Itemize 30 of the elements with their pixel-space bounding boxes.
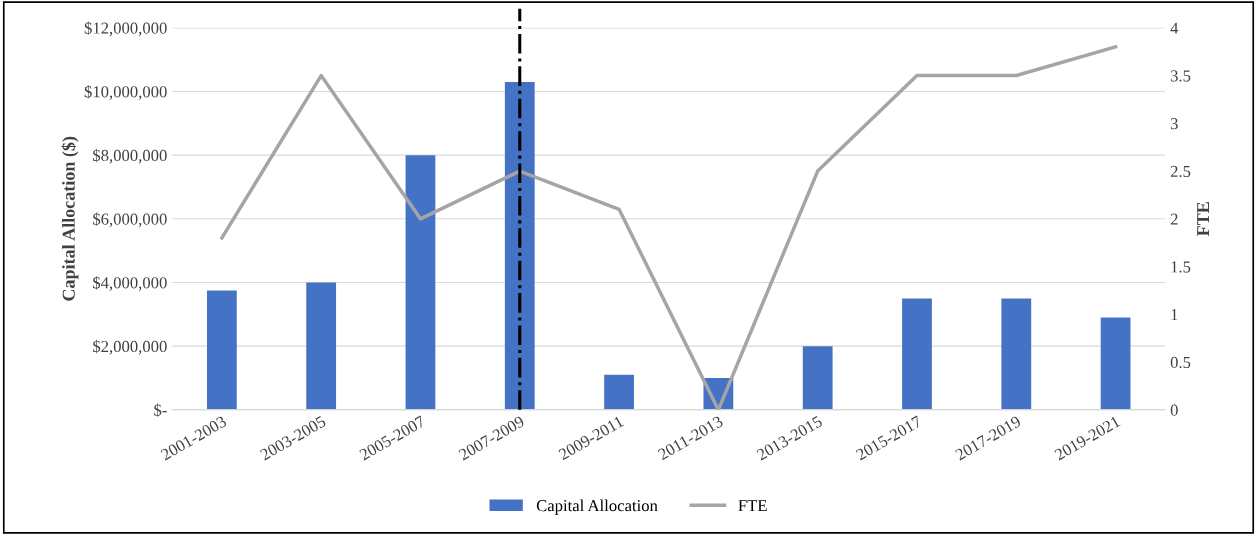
- legend-label: Capital Allocation: [536, 499, 658, 515]
- y2-tick-label: 0: [1170, 404, 1178, 416]
- y2-axis-title: FTE: [1197, 202, 1210, 237]
- bar: [405, 155, 436, 410]
- bar: [206, 290, 237, 410]
- bar: [504, 81, 535, 410]
- y-tick-label: $4,000,000: [93, 276, 167, 291]
- y2-tick-label: 0.5: [1170, 356, 1191, 369]
- y-axis-title: Capital Allocation ($): [61, 136, 79, 301]
- y-tick-label: $2,000,000: [93, 339, 167, 355]
- line-series: [220, 45, 1118, 410]
- bar: [604, 374, 634, 410]
- y-tick-label: $8,000,000: [93, 148, 167, 164]
- y2-tick-label: 2.5: [1170, 165, 1191, 178]
- y2-tick-label: 1.5: [1171, 261, 1191, 273]
- y-tick-label: $10,000,000: [84, 85, 167, 100]
- y-tick-label: $6,000,000: [93, 212, 167, 228]
- y-tick-label: $-: [154, 403, 167, 417]
- bar: [902, 298, 932, 410]
- bar: [1001, 298, 1032, 410]
- y2-tick-label: 1: [1171, 309, 1178, 321]
- y2-tick-label: 3.5: [1170, 70, 1191, 82]
- y2-tick-label: 4: [1170, 22, 1179, 34]
- y2-tick-label: 2: [1170, 213, 1178, 225]
- bar: [306, 282, 337, 410]
- bar: [1100, 317, 1131, 410]
- y-tick-label: $12,000,000: [84, 21, 167, 37]
- bar: [802, 346, 833, 410]
- legend-label: FTE: [738, 500, 767, 512]
- y2-tick-label: 3: [1170, 118, 1178, 130]
